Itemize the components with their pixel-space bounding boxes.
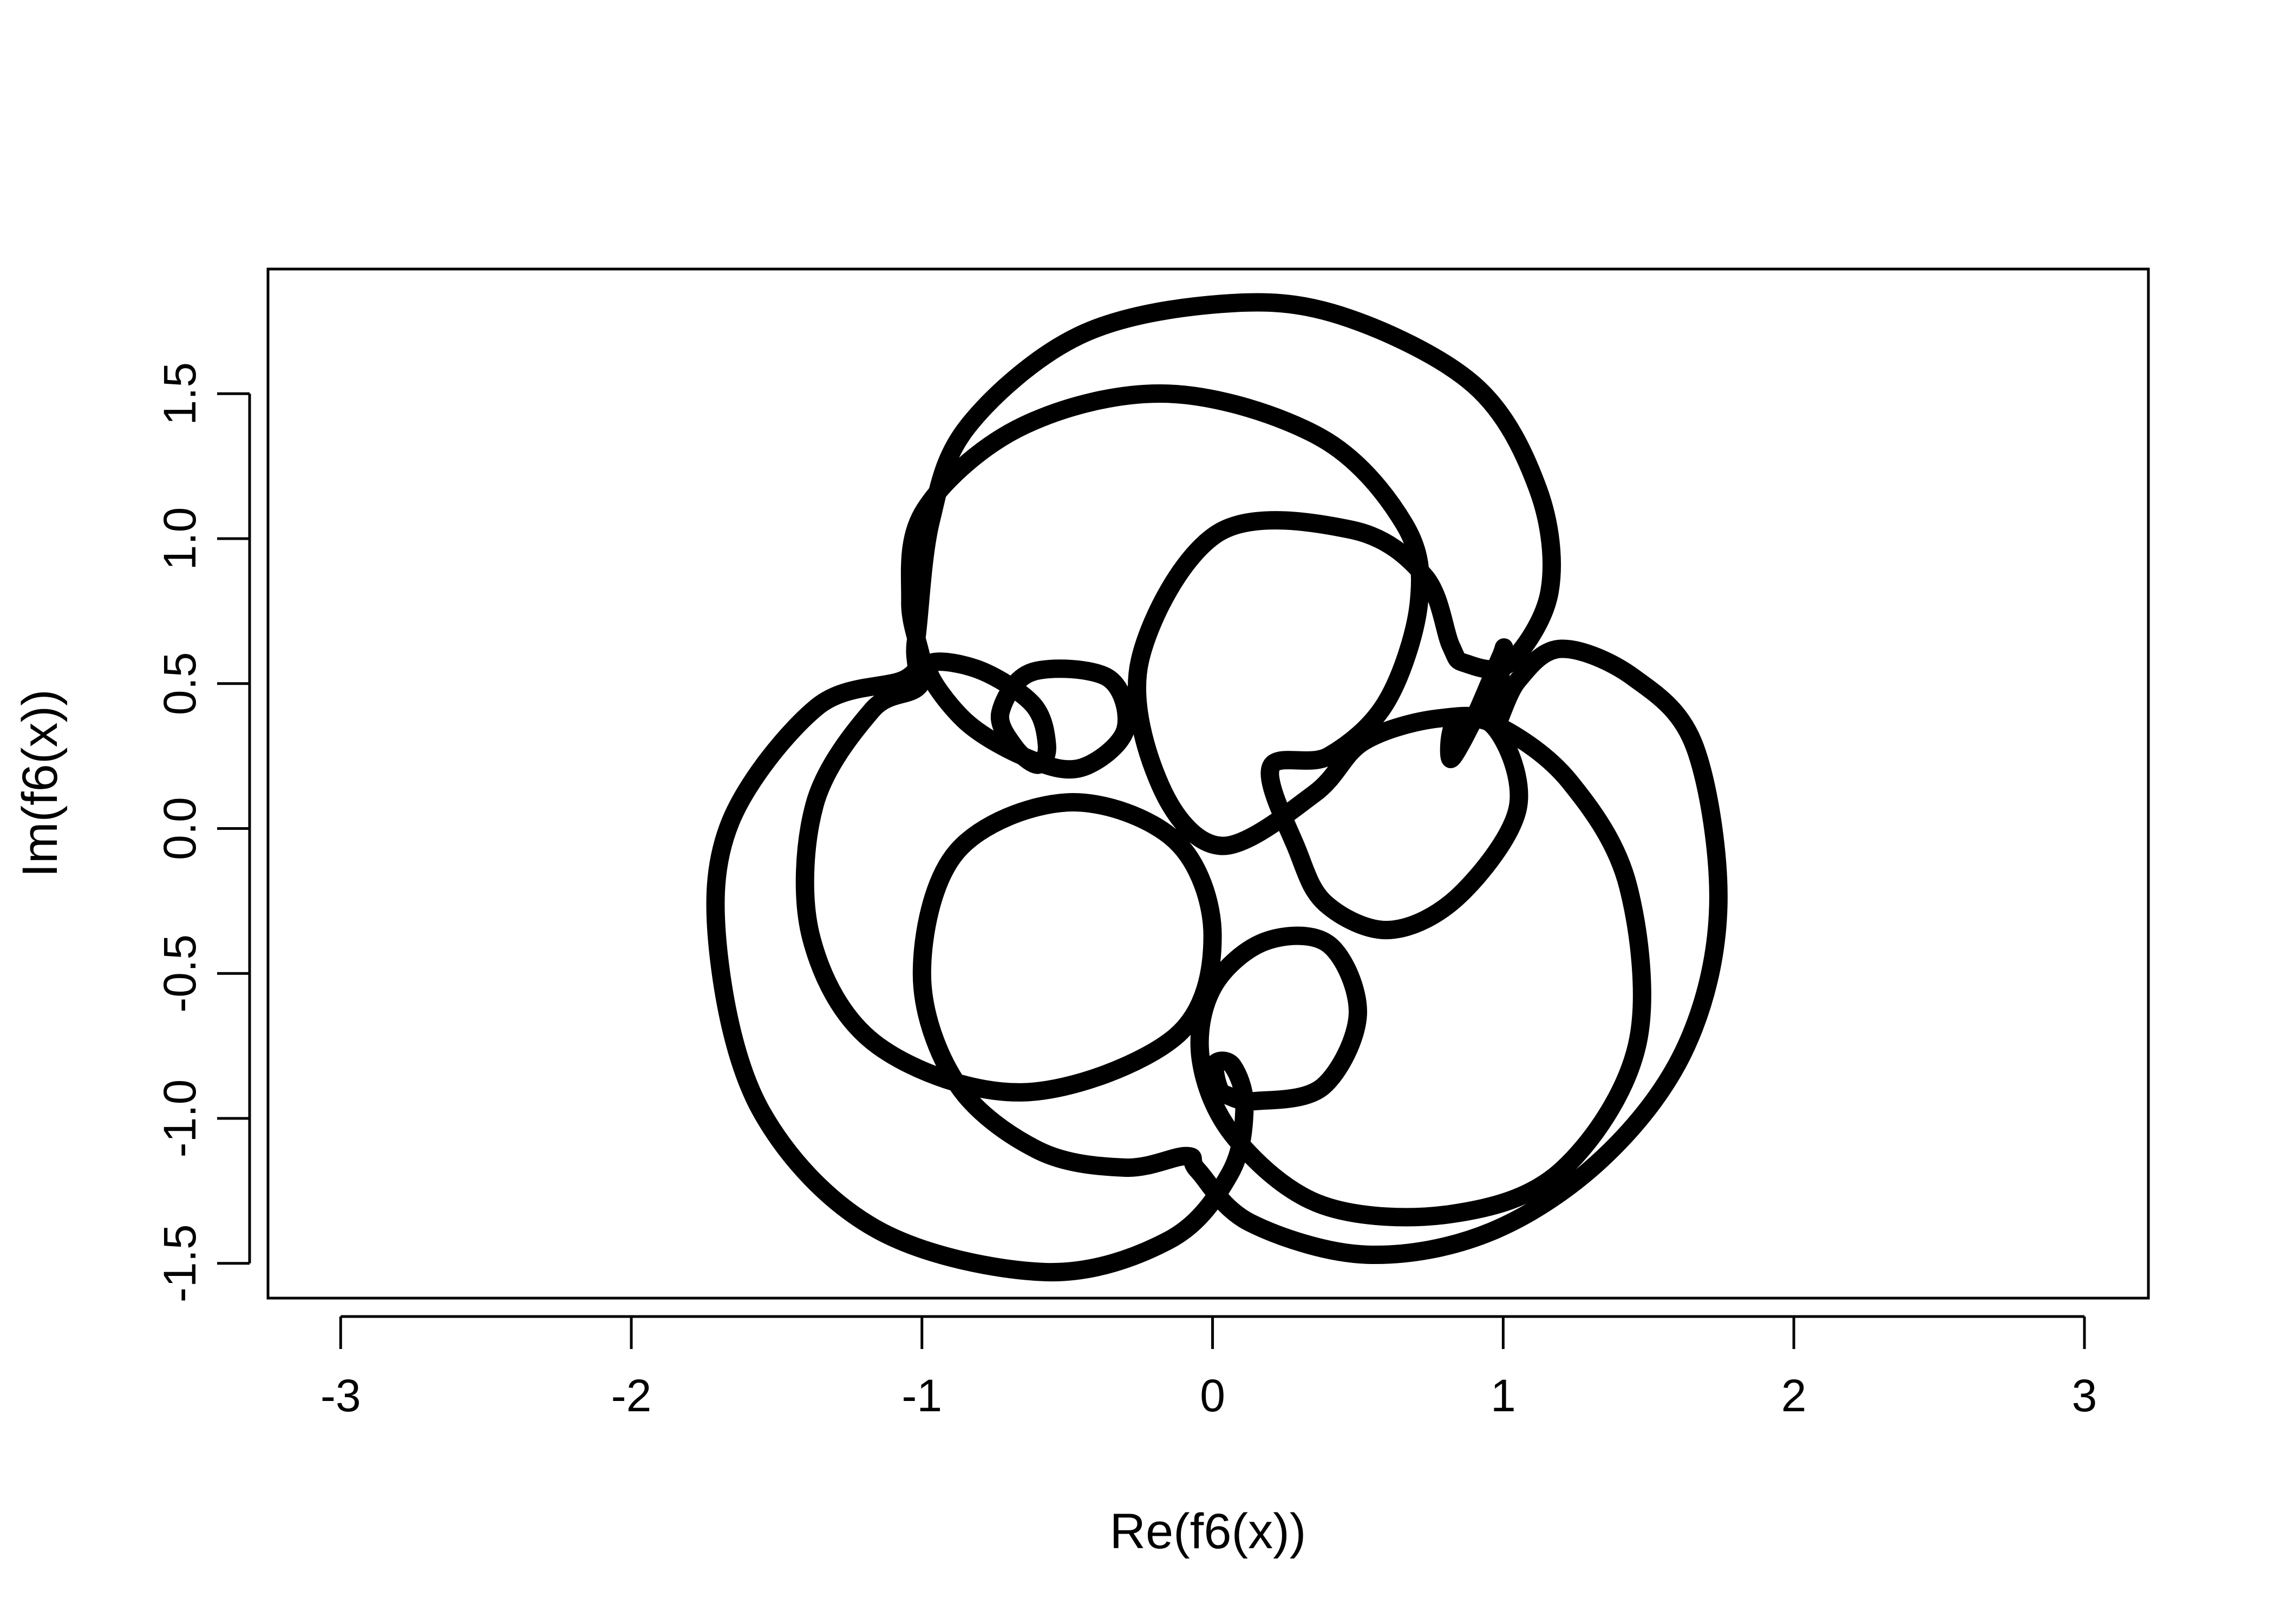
plot-frame	[266, 267, 2150, 1300]
curve-series-1	[706, 293, 1728, 1282]
y-tick-label: 0.5	[154, 652, 205, 715]
x-axis: -3 -2 -1 0 1 2 3	[321, 1315, 2097, 1421]
y-tick-label: -1.0	[154, 1079, 205, 1158]
x-tick-label: -3	[321, 1370, 361, 1421]
curve-layer	[706, 293, 1728, 1282]
x-tick-label: -1	[901, 1370, 942, 1421]
x-tick-label: -2	[611, 1370, 652, 1421]
y-tick-label: 1.5	[154, 362, 205, 425]
x-tick-label: 1	[1491, 1370, 1516, 1421]
curve-series-2	[918, 652, 1136, 779]
x-tick-label: 2	[1781, 1370, 1807, 1421]
x-axis-title: Re(f6(x))	[1110, 1504, 1306, 1559]
x-tick-label: 3	[2072, 1370, 2097, 1421]
y-tick-label: -0.5	[154, 934, 205, 1013]
y-tick-label: 1.0	[154, 507, 205, 571]
y-tick-label: -1.5	[154, 1224, 205, 1302]
x-tick-label: 0	[1200, 1370, 1225, 1421]
y-axis: -1.5 -1.0 -0.5 0.0 0.5 1.0 1.5	[154, 362, 251, 1302]
y-axis-title: Im(f6(x))	[12, 689, 68, 877]
y-tick-label: 0.0	[154, 797, 205, 860]
